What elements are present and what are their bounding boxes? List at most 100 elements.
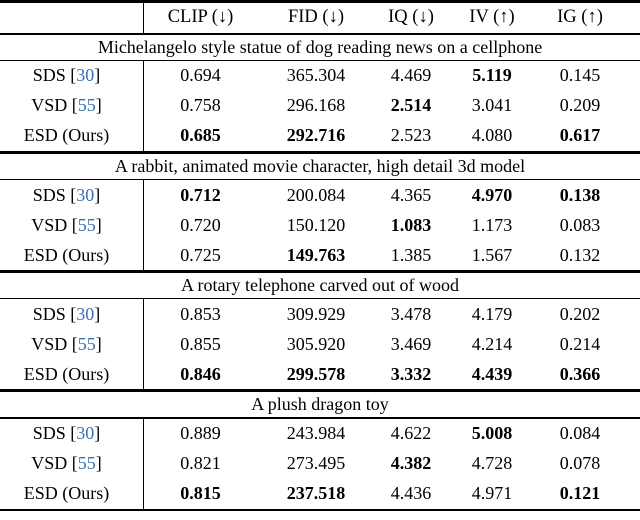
value-fid: 299.578 bbox=[286, 363, 346, 384]
value-fid: 296.168 bbox=[286, 95, 346, 116]
value-iv: 4.971 bbox=[471, 483, 513, 504]
method-label-cell: ESD (Ours) bbox=[0, 240, 144, 271]
value-fid: 305.920 bbox=[286, 333, 346, 354]
value-fid: 273.495 bbox=[286, 453, 346, 474]
value-iv: 4.439 bbox=[471, 363, 513, 384]
value-clip: 0.712 bbox=[180, 184, 221, 205]
value-fid: 200.084 bbox=[286, 184, 346, 205]
value-iv: 5.119 bbox=[472, 65, 512, 86]
value-fid: 149.763 bbox=[286, 244, 346, 265]
value-fid: 292.716 bbox=[286, 125, 346, 146]
prompt-caption: A plush dragon toy bbox=[251, 394, 389, 415]
method-label-cell: VSD [55] bbox=[0, 448, 144, 479]
citation-link[interactable]: 55 bbox=[77, 95, 96, 116]
table-row: ESD (Ours) 0.725 149.763 1.385 1.567 0.132 bbox=[0, 240, 640, 271]
value-clip: 0.821 bbox=[180, 453, 221, 474]
value-ig: 0.214 bbox=[559, 333, 601, 354]
table-bottom-rule bbox=[0, 508, 640, 512]
caption-bottom-rule bbox=[0, 59, 640, 61]
value-iv: 3.041 bbox=[471, 95, 513, 116]
prompt-caption: A rotary telephone carved out of wood bbox=[181, 274, 459, 295]
value-iq: 2.523 bbox=[390, 125, 432, 146]
value-iv: 1.173 bbox=[471, 214, 513, 235]
value-ig: 0.209 bbox=[559, 95, 601, 116]
table-blocks: Michelangelo style statue of dog reading… bbox=[0, 35, 640, 512]
value-ig: 0.617 bbox=[559, 125, 601, 146]
citation-bracket: ] bbox=[95, 333, 102, 354]
citation-link[interactable]: 55 bbox=[77, 453, 96, 474]
value-iv: 1.567 bbox=[471, 244, 513, 265]
table-row: SDS [30] 0.889 243.984 4.622 5.008 0.084 bbox=[0, 418, 640, 449]
table-row: ESD (Ours) 0.815 237.518 4.436 4.971 0.121 bbox=[0, 478, 640, 509]
header-bottom-rule bbox=[0, 32, 640, 35]
method-label-cell: VSD [55] bbox=[0, 329, 144, 360]
method-name: VSD [ bbox=[31, 214, 78, 235]
table-row: VSD [55] 0.855 305.920 3.469 4.214 0.214 bbox=[0, 329, 640, 360]
citation-link[interactable]: 30 bbox=[76, 303, 95, 324]
value-ig: 0.132 bbox=[559, 244, 601, 265]
citation-bracket: ] bbox=[94, 184, 101, 205]
method-name: ESD (Ours) bbox=[23, 125, 110, 146]
method-name: SDS [ bbox=[32, 303, 77, 324]
value-clip: 0.685 bbox=[180, 125, 221, 146]
value-fid: 150.120 bbox=[286, 214, 346, 235]
column-header-ig: IG (↑) bbox=[557, 7, 603, 28]
value-iq: 4.622 bbox=[390, 423, 432, 444]
table-row: ESD (Ours) 0.685 292.716 2.523 4.080 0.617 bbox=[0, 120, 640, 151]
method-name: ESD (Ours) bbox=[23, 244, 110, 265]
value-ig: 0.366 bbox=[559, 363, 601, 384]
value-fid: 243.984 bbox=[286, 423, 346, 444]
value-iv: 4.080 bbox=[471, 125, 513, 146]
method-label-cell: SDS [30] bbox=[0, 180, 144, 211]
value-ig: 0.145 bbox=[559, 65, 601, 86]
value-iq: 1.083 bbox=[390, 214, 432, 235]
header-empty-cell bbox=[0, 2, 144, 33]
value-iq: 3.478 bbox=[390, 303, 432, 324]
value-fid: 309.929 bbox=[286, 303, 346, 324]
value-ig: 0.084 bbox=[559, 423, 601, 444]
table-header-row: CLIP (↓) FID (↓) IQ (↓) IV (↑) IG (↑) bbox=[0, 2, 640, 33]
citation-link[interactable]: 55 bbox=[77, 214, 96, 235]
value-iq: 2.514 bbox=[390, 95, 432, 116]
citation-bracket: ] bbox=[95, 453, 102, 474]
value-iv: 5.008 bbox=[471, 423, 513, 444]
value-iv: 4.728 bbox=[471, 453, 513, 474]
column-header-fid: FID (↓) bbox=[287, 7, 344, 28]
value-iq: 3.332 bbox=[390, 363, 432, 384]
table-row: SDS [30] 0.853 309.929 3.478 4.179 0.202 bbox=[0, 299, 640, 330]
table-row: VSD [55] 0.758 296.168 2.514 3.041 0.209 bbox=[0, 90, 640, 121]
value-iq: 1.385 bbox=[390, 244, 432, 265]
value-ig: 0.083 bbox=[559, 214, 601, 235]
citation-bracket: ] bbox=[95, 214, 102, 235]
citation-link[interactable]: 55 bbox=[77, 333, 96, 354]
table-row: VSD [55] 0.720 150.120 1.083 1.173 0.083 bbox=[0, 210, 640, 241]
value-ig: 0.138 bbox=[559, 184, 601, 205]
citation-link[interactable]: 30 bbox=[76, 184, 95, 205]
value-iq: 4.436 bbox=[390, 483, 432, 504]
method-name: SDS [ bbox=[32, 65, 77, 86]
prompt-caption: Michelangelo style statue of dog reading… bbox=[97, 36, 543, 57]
column-header-iq: IQ (↓) bbox=[388, 7, 434, 28]
value-iq: 4.382 bbox=[390, 453, 432, 474]
citation-bracket: ] bbox=[95, 95, 102, 116]
value-fid: 365.304 bbox=[286, 65, 346, 86]
value-clip: 0.694 bbox=[180, 65, 221, 86]
caption-bottom-rule bbox=[0, 297, 640, 300]
citation-bracket: ] bbox=[94, 423, 101, 444]
citation-link[interactable]: 30 bbox=[76, 65, 95, 86]
citation-link[interactable]: 30 bbox=[76, 423, 95, 444]
method-label-cell: ESD (Ours) bbox=[0, 359, 144, 390]
method-name: ESD (Ours) bbox=[23, 363, 110, 384]
value-ig: 0.078 bbox=[559, 453, 601, 474]
method-label-cell: SDS [30] bbox=[0, 60, 144, 91]
citation-bracket: ] bbox=[94, 65, 101, 86]
caption-bottom-rule bbox=[0, 178, 640, 181]
block-separator-rule bbox=[0, 389, 640, 393]
table-row: ESD (Ours) 0.846 299.578 3.332 4.439 0.366 bbox=[0, 359, 640, 390]
method-label-cell: ESD (Ours) bbox=[0, 478, 144, 509]
method-name: ESD (Ours) bbox=[23, 483, 110, 504]
table-top-rule bbox=[0, 0, 640, 3]
value-iq: 4.469 bbox=[390, 65, 432, 86]
